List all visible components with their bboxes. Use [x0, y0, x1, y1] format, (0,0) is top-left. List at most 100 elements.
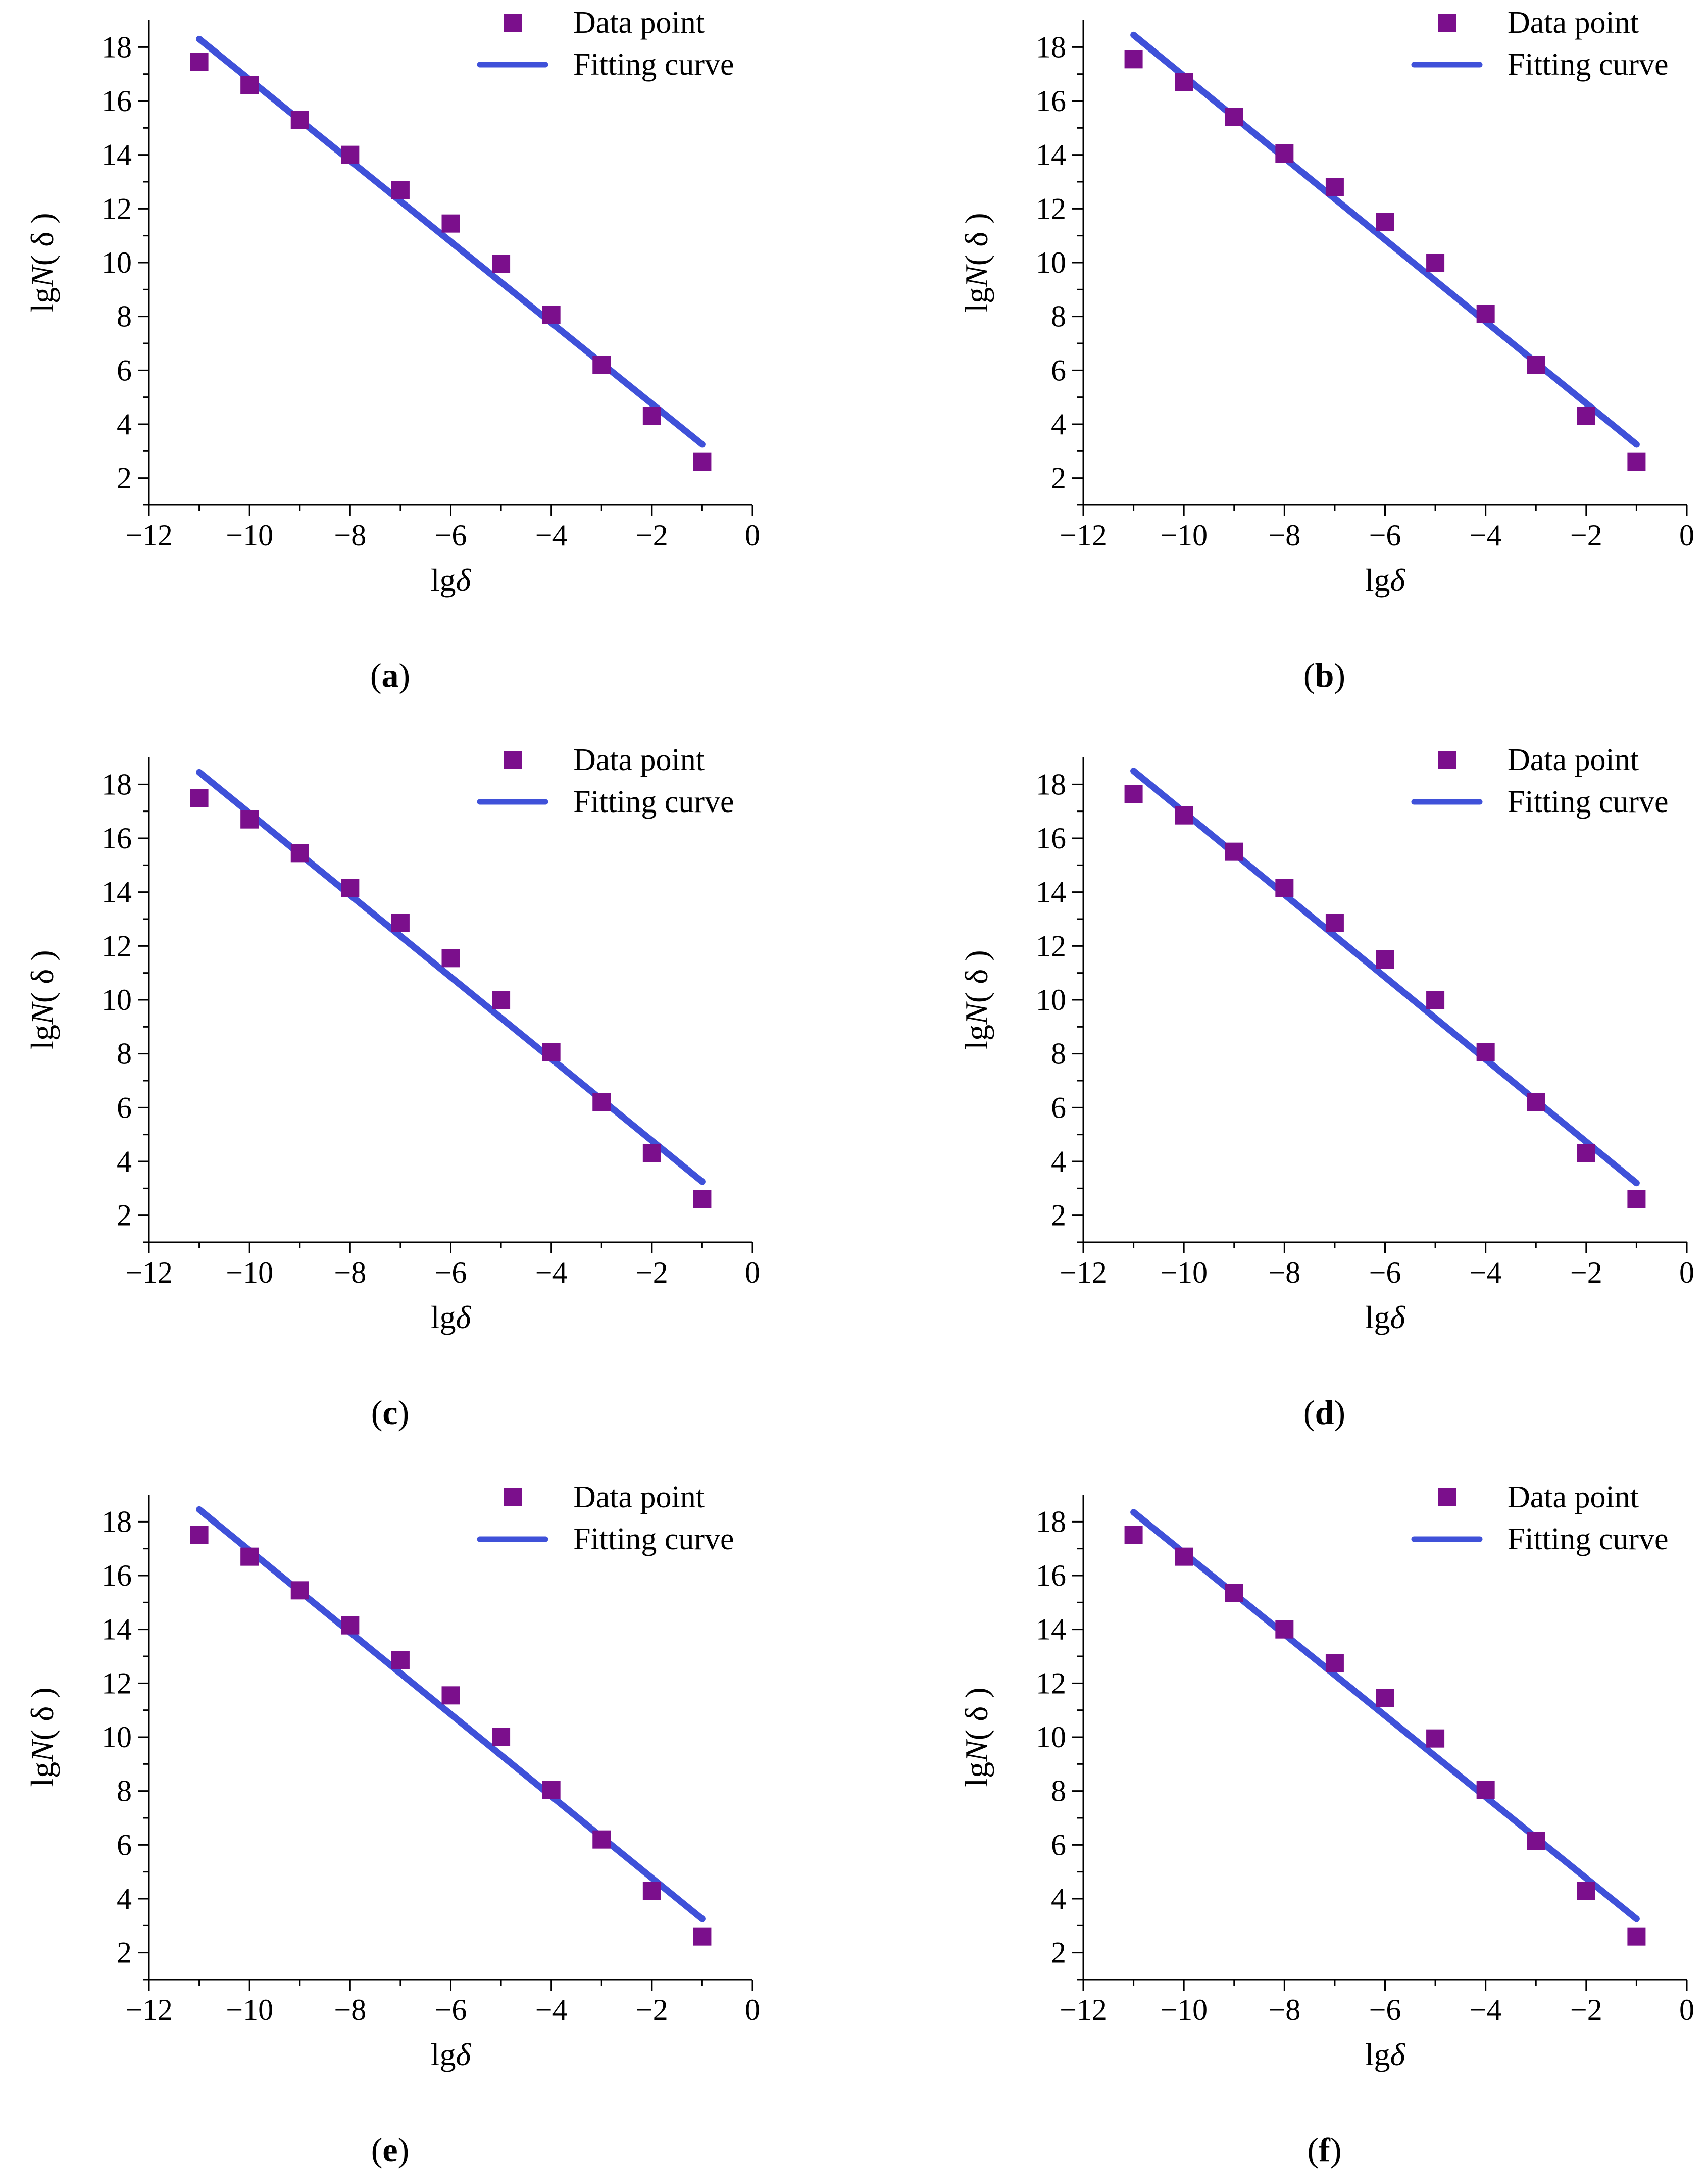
panel-caption-close: ): [398, 2131, 410, 2169]
data-point: [642, 407, 661, 425]
legend-label-fitting-curve: Fitting curve: [1508, 1522, 1669, 1556]
data-point: [542, 1781, 561, 1799]
data-point: [240, 810, 259, 829]
y-tick-label: 6: [1051, 353, 1066, 387]
data-point: [441, 949, 460, 968]
x-tick-label: −10: [1160, 1256, 1208, 1289]
legend-label-data-point: Data point: [573, 6, 705, 40]
fitting-curve-line: [196, 1506, 706, 1922]
fitting-curve-line: [1130, 1509, 1640, 1922]
x-axis-label-var: δ: [1390, 1299, 1406, 1335]
data-point: [1426, 1729, 1445, 1748]
x-axis-label: lgδ: [1365, 1299, 1406, 1335]
y-axis-label-prefix: lg: [959, 1025, 994, 1050]
x-tick-label: −2: [636, 519, 668, 552]
data-point: [542, 306, 561, 324]
x-tick-label: −12: [125, 1993, 173, 2026]
x-axis-label-var: δ: [1390, 2037, 1406, 2072]
data-point: [693, 452, 712, 471]
x-axis-label: lgδ: [1365, 562, 1406, 598]
y-tick-label: 14: [1036, 876, 1066, 909]
panel-caption-close: ): [398, 1393, 410, 1432]
y-tick-label: 18: [1036, 1505, 1066, 1538]
data-point: [693, 1927, 712, 1946]
data-point: [1577, 1144, 1595, 1162]
data-point: [693, 1190, 712, 1208]
data-point: [190, 53, 209, 71]
x-tick-label: −12: [1060, 1256, 1107, 1289]
y-tick-label: 18: [102, 30, 132, 64]
data-point: [592, 356, 611, 374]
y-tick-label: 16: [102, 822, 132, 855]
y-axis-label-prefix: lg: [24, 1762, 60, 1787]
y-tick-label: 12: [102, 929, 132, 962]
data-point: [391, 1651, 410, 1669]
y-tick-label: 8: [1051, 300, 1066, 333]
y-tick-label: 2: [117, 1936, 132, 1969]
x-tick-label: −10: [226, 1993, 273, 2026]
panel-caption: (f): [1308, 2131, 1342, 2169]
x-tick-label: −8: [334, 1256, 366, 1289]
panel-caption-close: ): [399, 656, 411, 694]
y-tick-label: 14: [102, 1613, 132, 1646]
y-tick-label: 2: [1051, 462, 1066, 495]
legend-marker-data-point: [504, 751, 522, 769]
legend-marker-data-point: [1438, 751, 1456, 769]
x-tick-label: −6: [435, 519, 467, 552]
x-tick-label: −10: [226, 519, 273, 552]
y-tick-label: 14: [1036, 138, 1066, 172]
legend-label-fitting-curve: Fitting curve: [573, 47, 734, 82]
x-axis-label: lgδ: [1365, 2037, 1406, 2072]
data-point: [1627, 1927, 1646, 1946]
legend-label-data-point: Data point: [1508, 743, 1639, 777]
y-tick-label: 14: [102, 876, 132, 909]
y-tick-label: 18: [102, 1505, 132, 1538]
y-tick-label: 10: [102, 983, 132, 1017]
y-axis-label: lgN( δ ): [24, 1687, 60, 1787]
y-axis-label-prefix: lg: [24, 287, 60, 313]
x-axis-label: lgδ: [431, 1299, 472, 1335]
panel-caption-letter: c: [382, 1393, 397, 1432]
x-tick-label: −12: [125, 519, 173, 552]
data-point: [1376, 1689, 1394, 1707]
data-point: [1325, 178, 1344, 196]
data-point: [1627, 1190, 1646, 1208]
data-point: [190, 789, 209, 807]
y-tick-label: 8: [117, 300, 132, 333]
data-point: [1426, 254, 1445, 272]
y-tick-label: 16: [1036, 84, 1066, 118]
data-point: [1175, 73, 1193, 91]
x-tick-label: −12: [1060, 1993, 1107, 2026]
x-tick-label: −2: [636, 1993, 668, 2026]
y-tick-label: 16: [1036, 822, 1066, 855]
y-tick-label: 12: [1036, 192, 1066, 225]
x-tick-label: 0: [1679, 1993, 1694, 2026]
data-point: [1577, 407, 1595, 425]
x-axis-label-prefix: lg: [1365, 1299, 1390, 1335]
panel-caption: (e): [371, 2131, 410, 2169]
y-axis-label-arg: ( δ ): [24, 1687, 60, 1740]
legend-marker-data-point: [1438, 14, 1456, 32]
y-axis-label: lgN( δ ): [959, 950, 994, 1049]
x-tick-label: −8: [1268, 1993, 1300, 2026]
data-point: [1175, 806, 1193, 825]
y-tick-label: 10: [102, 246, 132, 279]
data-point: [592, 1093, 611, 1111]
y-tick-label: 18: [102, 768, 132, 801]
legend-label-fitting-curve: Fitting curve: [1508, 785, 1669, 819]
panel-caption-open: (: [1303, 1393, 1315, 1432]
x-axis-label-prefix: lg: [431, 2037, 456, 2072]
y-tick-label: 16: [1036, 1559, 1066, 1592]
panel-caption-open: (: [371, 2131, 383, 2169]
y-axis-label-arg: ( δ ): [24, 950, 60, 1003]
legend-label-data-point: Data point: [573, 1480, 705, 1514]
y-tick-label: 12: [102, 192, 132, 225]
y-axis-label-arg: ( δ ): [959, 950, 994, 1003]
x-tick-label: −4: [1470, 1993, 1502, 2026]
y-axis-label-arg: ( δ ): [959, 213, 994, 266]
y-tick-label: 10: [1036, 1720, 1066, 1754]
y-tick-label: 6: [117, 1828, 132, 1861]
x-tick-label: −4: [535, 1993, 568, 2026]
